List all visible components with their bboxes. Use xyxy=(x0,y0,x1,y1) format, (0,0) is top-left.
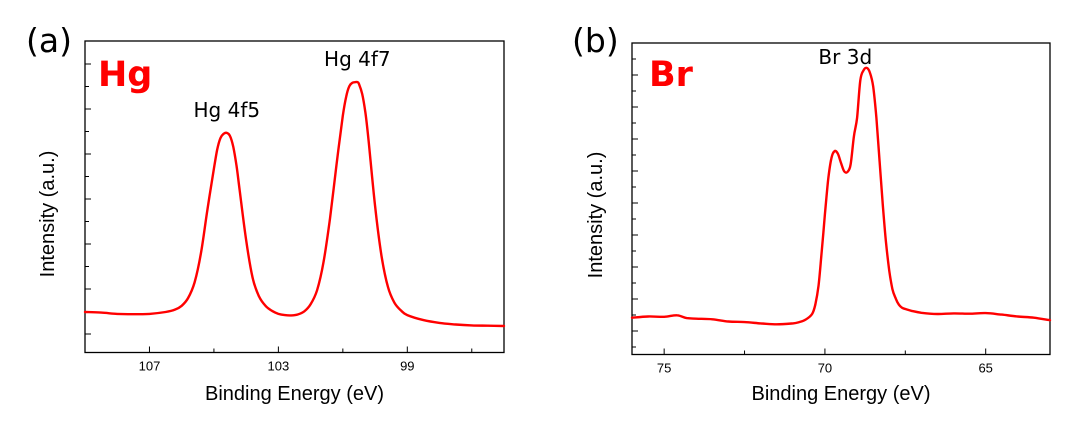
y-axis-label-a: Intensity (a.u.) xyxy=(37,151,59,278)
peak-annotation: Hg 4f5 xyxy=(194,98,261,122)
x-tick-label: 65 xyxy=(978,361,992,376)
x-tick-label: 75 xyxy=(657,361,671,376)
x-tick-label: 103 xyxy=(268,359,290,374)
x-ticks-b xyxy=(663,348,987,355)
peak-annotation: Br 3d xyxy=(818,45,872,69)
x-tick-label: 107 xyxy=(139,359,161,374)
series-line-hg xyxy=(83,80,506,328)
panel-label-a: (a) xyxy=(26,21,72,60)
y-ticks-b xyxy=(632,58,638,348)
x-tick-label: 99 xyxy=(400,359,414,374)
peak-annotations-b: Br 3d xyxy=(818,45,872,69)
plot-frame-b xyxy=(631,42,1051,356)
x-tick-label: 70 xyxy=(818,361,832,376)
panel-hg: (a) 107 103 99 Hg Hg 4f5 Hg 4f7 Binding Ene… xyxy=(26,21,506,405)
peak-annotations-a: Hg 4f5 Hg 4f7 xyxy=(194,47,391,122)
element-label-br: Br xyxy=(649,55,694,95)
peak-annotation: Hg 4f7 xyxy=(324,47,391,71)
panel-br: (b) 75 70 65 Br Br 3d Binding Energy (eV) … xyxy=(572,21,1052,405)
x-tick-labels-a: 107 103 99 xyxy=(139,359,415,374)
y-axis-label-b: Intensity (a.u.) xyxy=(585,152,607,279)
y-ticks-a xyxy=(85,63,91,335)
x-tick-labels-b: 75 70 65 xyxy=(657,361,993,376)
element-label-hg: Hg xyxy=(98,55,152,95)
x-ticks-a xyxy=(148,346,473,353)
plot-frame-a xyxy=(84,40,505,354)
x-axis-label-b: Binding Energy (eV) xyxy=(752,383,931,405)
x-axis-label-a: Binding Energy (eV) xyxy=(205,383,384,405)
series-line-br xyxy=(630,66,1052,326)
panel-label-b: (b) xyxy=(572,21,619,60)
